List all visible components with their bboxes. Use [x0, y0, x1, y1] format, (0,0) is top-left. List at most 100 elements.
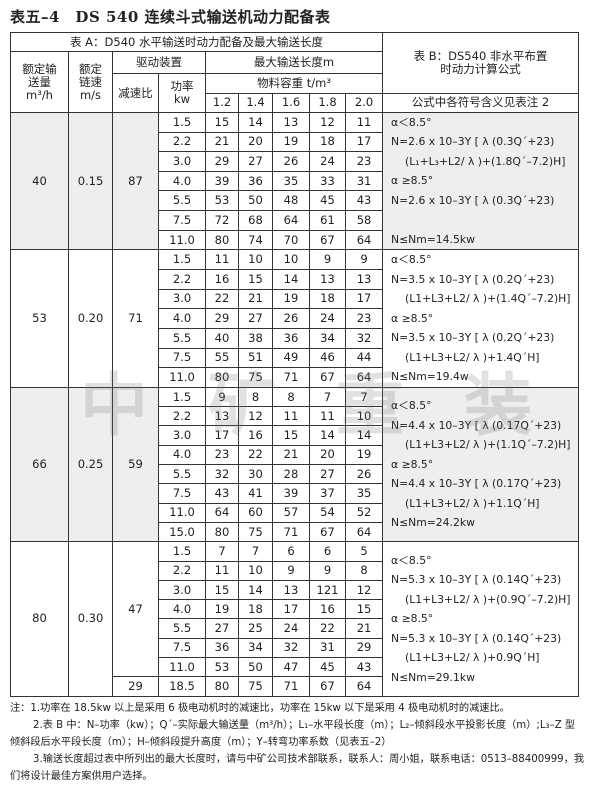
length-cell: 17: [344, 288, 384, 310]
length-cell: 21: [238, 288, 273, 310]
table-row: 7.5 36 34 32 31 29: [11, 637, 579, 659]
power-cell: 1.5: [158, 386, 206, 408]
formula-line: N=3.5 x 10–3Y [ λ (0.2Q´+23): [391, 331, 555, 345]
formula-line: N≤Nm=24.2kw: [391, 516, 475, 530]
reduction-ratio: 47: [112, 541, 159, 678]
formula-line: (L1+L3+L2/ λ )+(0.9Q´–7.2)H]: [405, 592, 571, 606]
length-cell: 12: [309, 111, 346, 133]
table-row: 4.0 23 22 21 20 19: [11, 444, 579, 466]
notes: 注：1.功率在 18.5kw 以上是采用 6 极电动机时的减速比，功率在 15k…: [10, 700, 590, 785]
length-cell: 67: [309, 367, 346, 388]
power-cell: 4.0: [158, 308, 206, 329]
power-cell: 5.5: [158, 618, 206, 639]
length-cell: 71: [272, 676, 310, 697]
chain-speed: 0.30: [68, 541, 113, 697]
power-cell: 5.5: [158, 464, 206, 485]
power-cell: 1.5: [158, 249, 206, 271]
length-cell: 48: [272, 190, 310, 212]
formula-line: α＜8.5°: [391, 115, 432, 129]
reduction-ratio: 59: [112, 386, 159, 543]
length-cell: 64: [272, 210, 310, 231]
power-cell: 3.0: [158, 579, 206, 601]
note-3: 3.输送长度超过表中所列出的最大长度时，请与中矿公司技术部联系，联系人：周小姐，…: [33, 754, 585, 765]
table-row: 4.0 39 36 35 33 31: [11, 170, 579, 192]
length-cell: 10: [344, 406, 384, 427]
length-cell: 12: [344, 579, 384, 601]
length-cell: 70: [272, 229, 310, 251]
length-cell: 11: [205, 560, 239, 581]
length-cell: 43: [344, 190, 384, 212]
length-cell: 80: [205, 229, 239, 251]
density-col: 1.4: [238, 92, 273, 113]
length-cell: 32: [344, 327, 384, 349]
length-cell: 29: [205, 308, 239, 329]
table-row: 2.2 11 10 9 9 8: [11, 560, 579, 581]
length-cell: 14: [309, 425, 346, 446]
table-row: 40 0.15 87 1.5 15 14 13 12 11 α＜8.5° N=2.6 x 10–3Y…: [10, 111, 580, 251]
formula-line: (L1+L3+L2/ λ )+(1.4Q´–7.2)H]: [405, 292, 571, 306]
table-row: 2.2 13 12 11 11 10: [11, 406, 579, 427]
length-cell: 13: [309, 269, 346, 290]
length-cell: 19: [272, 131, 310, 153]
length-cell: 67: [309, 521, 346, 543]
max-length-header: 最大输送长度m: [204, 51, 384, 75]
length-cell: 32: [272, 637, 310, 659]
length-cell: 64: [205, 502, 239, 523]
ratio-header: 减速比: [112, 73, 159, 113]
formula-line: α＜8.5°: [391, 253, 432, 267]
length-cell: 75: [238, 521, 273, 543]
length-cell: 12: [238, 406, 273, 427]
length-cell: 121: [309, 579, 346, 601]
length-cell: 17: [272, 599, 310, 620]
length-cell: 10: [238, 560, 273, 581]
length-cell: 26: [344, 464, 384, 485]
length-cell: 33: [309, 170, 346, 192]
formula-line: (L₁+L₃+L2/ λ )+(1.8Q´–7.2)H]: [405, 154, 566, 168]
length-cell: 34: [309, 327, 346, 349]
length-cell: 21: [344, 618, 384, 639]
power-table: 表 A：D540 水平输送时动力配备及最大输送长度表 B：DS540 非水平布置…: [9, 31, 580, 697]
length-cell: 16: [238, 425, 273, 446]
length-cell: 7: [344, 386, 384, 408]
length-cell: 54: [309, 502, 346, 523]
length-cell: 16: [309, 599, 346, 620]
length-cell: 53: [205, 657, 239, 678]
length-cell: 71: [272, 521, 310, 543]
drive-header: 驱动装置: [112, 51, 206, 75]
length-cell: 51: [238, 347, 273, 369]
length-cell: 37: [309, 483, 346, 504]
length-cell: 72: [205, 210, 239, 231]
power-cell: 11.0: [158, 657, 206, 678]
density-header: 物料容重 t/m³: [204, 73, 384, 94]
note-2-cont: 倾斜段后水平段长度（m）；H–倾斜段提升高度（m）；Y–转弯功率系数（见表五–2…: [10, 737, 392, 748]
table-row: 5.5 40 38 36 34 32: [11, 327, 579, 349]
length-cell: 20: [238, 131, 273, 153]
power-cell: 4.0: [158, 170, 206, 192]
formula-line: N=5.3 x 10–3Y [ λ (0.14Q´+23): [391, 573, 562, 587]
length-cell: 35: [344, 483, 384, 504]
formula-line: N=3.5 x 10–3Y [ λ (0.2Q´+23): [391, 272, 555, 286]
length-cell: 64: [344, 521, 384, 543]
formula-line: N=2.6 x 10–3Y [ λ (0.3Q´+23): [391, 193, 555, 207]
table-row: 29 18.5 80 75 71 67 64: [11, 676, 579, 697]
length-cell: 9: [309, 249, 346, 271]
table-row: 80 0.30 47 1.5 7 7 6 6 5 α＜8.5° N=5.3 x 10–3Y [ λ …: [10, 541, 580, 697]
length-cell: 24: [272, 618, 310, 639]
length-cell: 75: [238, 367, 273, 388]
power-cell: 18.5: [158, 676, 206, 697]
length-cell: 58: [344, 210, 384, 231]
power-cell: 3.0: [158, 425, 206, 446]
formula-line: α＜8.5°: [391, 399, 432, 413]
table-row: 66 0.25 59 1.5 9 8 8 7 7 α＜8.5° N=4.4 x 10–3Y [ λ …: [10, 386, 580, 543]
power-cell: 4.0: [158, 599, 206, 620]
length-cell: 38: [238, 327, 273, 349]
formula-line: N=4.4 x 10–3Y [ λ (0.17Q´+23): [391, 418, 562, 432]
length-cell: 15: [344, 599, 384, 620]
power-cell: 4.0: [158, 444, 206, 466]
density-col: 2.0: [344, 92, 384, 113]
length-cell: 14: [344, 425, 384, 446]
formula-line: (L1+L3+L2/ λ )+1.4Q´H]: [405, 350, 540, 364]
length-cell: 29: [205, 151, 239, 172]
length-cell: 21: [272, 444, 310, 466]
table-a-title: 表 A：D540 水平输送时动力配备及最大输送长度: [9, 31, 384, 53]
